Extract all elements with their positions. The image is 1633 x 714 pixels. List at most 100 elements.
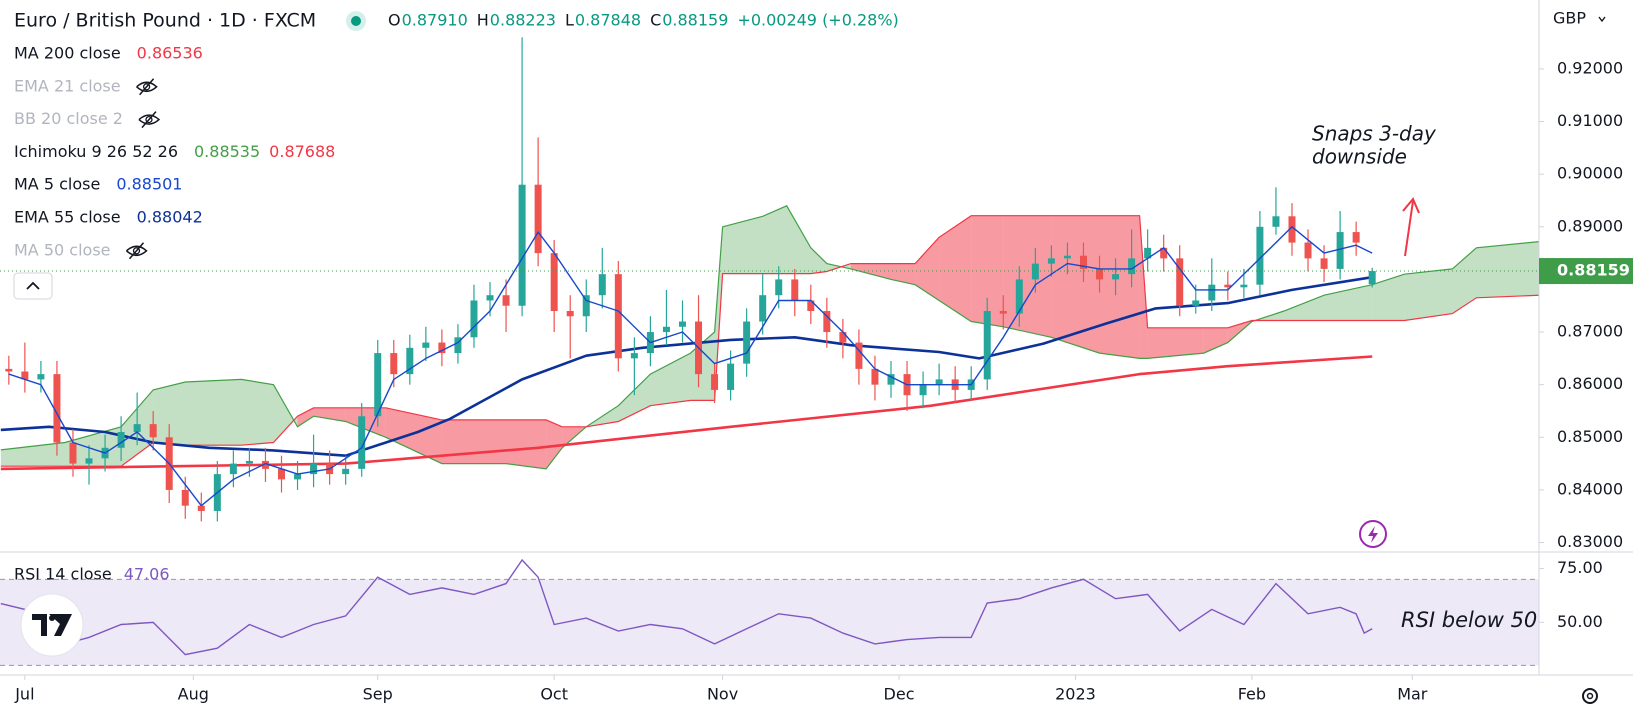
cloud-segment (297, 407, 314, 427)
logo-badge[interactable] (20, 593, 84, 657)
span-b-line (0, 215, 1539, 467)
settings-icon (1586, 692, 1594, 700)
currency-chevron (1598, 16, 1606, 23)
candle-body (1047, 258, 1055, 264)
candle-body (245, 460, 253, 464)
cloud-segment (891, 263, 916, 285)
overlay: Euro / British Pound · 1D · FXCM Snaps 3… (13, 9, 1606, 704)
cloud-segment (1284, 295, 1325, 321)
candle-body (518, 184, 526, 306)
cloud-segment (273, 384, 298, 443)
candle-body (261, 460, 269, 469)
arrow-shaft (1404, 200, 1414, 257)
candle-body (871, 368, 879, 385)
candle-body (759, 295, 767, 322)
candle-body (310, 463, 318, 475)
annotation-line: downside (1312, 145, 1407, 169)
candle-body (149, 424, 157, 438)
cloud-segment (1147, 327, 1204, 359)
candle-body (1144, 247, 1152, 259)
indicator-name: EMA 55 close (14, 208, 121, 227)
cloud-segment (810, 247, 827, 274)
candle-body (117, 432, 125, 448)
candle-body (999, 310, 1007, 314)
cloud-segment (714, 226, 723, 401)
candle-body (534, 184, 542, 254)
candle-body (181, 489, 189, 506)
cloud-segment (1099, 215, 1140, 359)
candle-body (438, 342, 446, 354)
indicator-name: Ichimoku 9 26 52 26 (14, 142, 178, 161)
candle-body (935, 379, 943, 385)
settings-button[interactable] (1582, 688, 1598, 704)
x-tick-label: 2023 (1055, 685, 1096, 704)
span-a-line (0, 205, 1539, 470)
market-status-dot (351, 16, 361, 26)
cloud-segment (1051, 215, 1100, 354)
cloud-segment (762, 205, 787, 274)
candle-body (1079, 255, 1087, 269)
indicator-value: 0.88535 (194, 142, 260, 161)
candle-body (1096, 268, 1104, 280)
y-tick-label: 0.87000 (1557, 322, 1623, 341)
candle-body (502, 295, 510, 306)
hidden-icon (142, 83, 151, 91)
candle-body (711, 374, 719, 390)
cloud-segment (971, 215, 1004, 327)
candle-body (358, 416, 366, 469)
candle-body (133, 424, 141, 433)
hidden-icon (138, 111, 161, 129)
candle-body (630, 353, 638, 359)
candle-body (1224, 284, 1232, 288)
candle-body (839, 332, 847, 343)
ohlc-label: C (650, 11, 661, 30)
candle-body (69, 442, 77, 464)
candle-body (1063, 255, 1071, 259)
y-tick-label: 0.90000 (1557, 164, 1623, 183)
candle-body (678, 321, 686, 327)
candle-body (775, 279, 783, 296)
currency-label[interactable]: GBP (1553, 9, 1586, 28)
x-tick-label: Oct (540, 685, 568, 704)
indicator-name: EMA 21 close (14, 76, 121, 95)
hidden-icon (145, 115, 153, 124)
ohlc-label: L (565, 11, 574, 30)
symbol-title: Euro / British Pound · 1D · FXCM (14, 10, 316, 32)
y-tick-label: 0.92000 (1557, 58, 1623, 77)
cloud-segment (722, 216, 763, 274)
x-tick-label: Jul (14, 685, 34, 704)
candle-body (390, 353, 398, 375)
ohlc-value: 0.87910 (402, 11, 468, 30)
candle-body (374, 353, 382, 417)
cloud-segment (506, 419, 547, 469)
candle-body (1320, 258, 1328, 269)
x-tick-label: Dec (884, 685, 915, 704)
candle-body (470, 300, 478, 338)
candle-body (887, 374, 895, 385)
events-icon (1368, 526, 1378, 543)
candle-body (1240, 284, 1248, 288)
x-tick-label: Nov (707, 685, 738, 704)
cloud-segment (1003, 215, 1052, 338)
cloud-segment (786, 205, 811, 274)
indicator-line (8, 226, 1373, 507)
candle-body (21, 371, 29, 380)
y-tick-label: 0.86000 (1557, 374, 1623, 393)
candle-body (566, 310, 574, 317)
cloud-segment (1476, 241, 1539, 298)
indicator-name: MA 5 close (14, 175, 100, 194)
y-tick-label: 0.91000 (1557, 111, 1623, 130)
cloud-segment (939, 215, 972, 322)
rsi-value: 47.06 (124, 565, 170, 584)
candle-body (342, 468, 350, 475)
rsi-line (0, 558, 1373, 656)
indicator-value: 0.86536 (137, 44, 203, 63)
cloud-segment (1372, 274, 1405, 321)
candle-body (582, 295, 590, 317)
candle-body (37, 374, 45, 380)
candle-body (406, 347, 414, 375)
candle-body (823, 310, 831, 333)
collapse-legend-button[interactable] (13, 272, 53, 300)
last-price-box (1539, 258, 1633, 285)
